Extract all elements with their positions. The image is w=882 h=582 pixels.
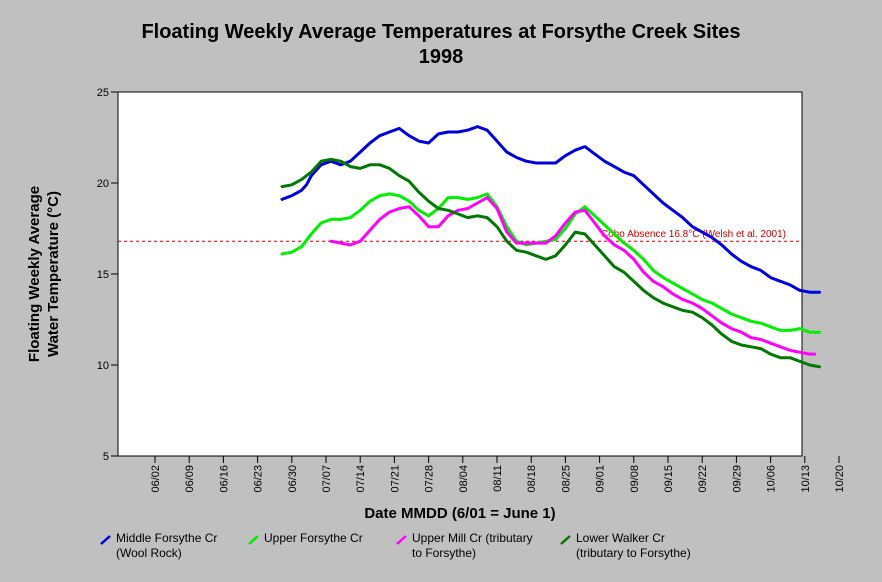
x-tick-label: 06/30 — [287, 465, 299, 493]
y-tick-label: 25 — [97, 87, 109, 99]
x-tick-label: 07/21 — [389, 465, 401, 493]
series-line — [280, 157, 821, 369]
plot-background — [117, 91, 803, 457]
legend-label: Upper Forsythe Cr — [264, 531, 363, 545]
x-tick-label: 07/14 — [355, 465, 367, 493]
x-tick-label: 09/15 — [663, 465, 675, 493]
x-axis-label: Date MMDD (6/01 = June 1) — [364, 505, 556, 522]
x-tick-label: 08/04 — [458, 465, 470, 493]
y-tick-label: 5 — [103, 451, 109, 463]
x-tick-label: 08/25 — [560, 465, 572, 493]
x-tick-label: 07/07 — [321, 465, 333, 493]
y-tick-label: 20 — [97, 178, 109, 190]
series-line — [280, 125, 821, 294]
legend-label: Middle Forsythe Cr (Wool Rock) — [116, 531, 218, 560]
x-tick-label: 06/16 — [218, 465, 230, 493]
x-tick-label: 10/13 — [800, 465, 812, 493]
x-tick-label: 06/09 — [184, 465, 196, 493]
reference-line-group: Coho Absence 16.8°C (Welsh et al. 2001) — [118, 229, 802, 242]
y-tick-label: 10 — [97, 360, 109, 372]
legend-label: Upper Mill Cr (tributary to Forsythe) — [412, 531, 533, 560]
legend-swatch — [396, 535, 407, 545]
x-tick-label: 09/08 — [629, 465, 641, 493]
x-tick-label: 10/20 — [834, 465, 846, 493]
legend-swatch — [248, 535, 259, 545]
y-tick-label: 15 — [97, 269, 109, 281]
y-axis-label: Floating Weekly Average Water Temperatur… — [26, 185, 62, 363]
x-tick-label: 06/02 — [150, 465, 162, 493]
y-axis-label-wrap: Floating Weekly Average Water Temperatur… — [18, 92, 70, 456]
series-lines — [280, 125, 821, 369]
x-tick-label: 06/23 — [253, 465, 265, 493]
x-axis: 06/02 06/09 06/16 06/23 06/30 07/07 07/14 07/21… — [150, 456, 846, 493]
legend-label: Lower Walker Cr (tributary to Forsythe) — [576, 531, 691, 560]
x-tick-label: 09/29 — [731, 465, 743, 493]
x-tick-label: 09/22 — [697, 465, 709, 493]
x-tick-label: 07/28 — [424, 465, 436, 493]
x-tick-label: 10/06 — [766, 465, 778, 493]
series-line — [329, 196, 817, 356]
legend-swatch — [560, 535, 571, 545]
chart-subtitle: 1998 — [418, 46, 464, 68]
x-tick-label: 08/18 — [526, 465, 538, 493]
legend-swatch — [100, 535, 111, 545]
x-tick-label: 09/01 — [595, 465, 607, 493]
chart-title: Floating Weekly Average Temperatures at … — [141, 21, 741, 43]
x-tick-label: 08/11 — [492, 465, 504, 492]
y-axis: 5 10 15 20 25 — [97, 87, 118, 463]
reference-line-label: Coho Absence 16.8°C (Welsh et al. 2001) — [601, 229, 786, 240]
